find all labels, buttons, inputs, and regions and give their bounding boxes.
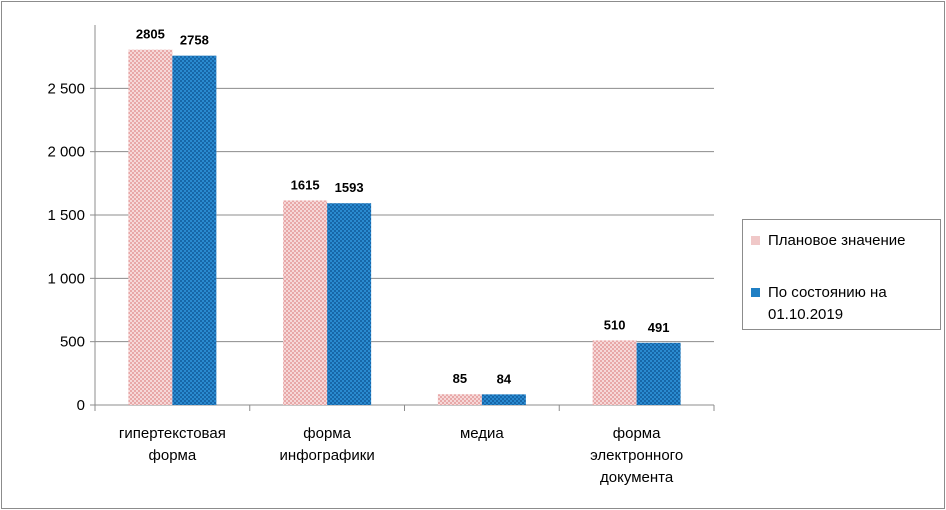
bar-plan xyxy=(437,394,482,405)
bar-actual xyxy=(636,342,681,405)
bar-plan xyxy=(283,200,328,405)
x-category-label: медиа xyxy=(460,425,504,442)
data-label: 2758 xyxy=(180,33,209,48)
y-tick-label: 2 500 xyxy=(47,80,85,97)
data-label: 510 xyxy=(604,317,626,332)
y-tick-label: 1 500 xyxy=(47,207,85,224)
bar-plan xyxy=(128,49,173,405)
legend-swatch-plan xyxy=(751,236,760,245)
x-category-label: форма xyxy=(613,425,661,442)
y-tick-label: 2 000 xyxy=(47,144,85,161)
y-tick-label: 0 xyxy=(77,397,85,414)
legend-label-actual-line1: По состоянию на xyxy=(768,284,887,301)
data-label: 85 xyxy=(453,371,467,386)
data-label: 491 xyxy=(648,320,670,335)
data-label: 84 xyxy=(497,371,512,386)
data-label: 2805 xyxy=(136,27,165,42)
bar-plan xyxy=(592,340,637,405)
data-label: 1593 xyxy=(335,180,364,195)
bar-actual xyxy=(172,55,217,406)
y-tick-label: 500 xyxy=(60,334,85,351)
x-category-label: документа xyxy=(600,469,674,486)
y-tick-label: 1 000 xyxy=(47,270,85,287)
x-category-label: инфографики xyxy=(280,447,375,464)
bar-actual xyxy=(481,394,526,405)
x-category-label: электронного xyxy=(590,447,683,464)
legend-label-actual-line2: 01.10.2019 xyxy=(768,306,844,323)
x-category-label: форма xyxy=(149,447,197,464)
legend-label-plan: Плановое значение xyxy=(768,232,906,249)
x-category-label: гипертекстовая xyxy=(119,425,226,442)
x-category-label: форма xyxy=(303,425,351,442)
chart-legend: Плановое значение По состоянию на 01.10.… xyxy=(742,219,941,330)
legend-swatch-actual xyxy=(751,288,760,297)
data-label: 1615 xyxy=(291,177,320,192)
bar-actual xyxy=(327,203,372,405)
